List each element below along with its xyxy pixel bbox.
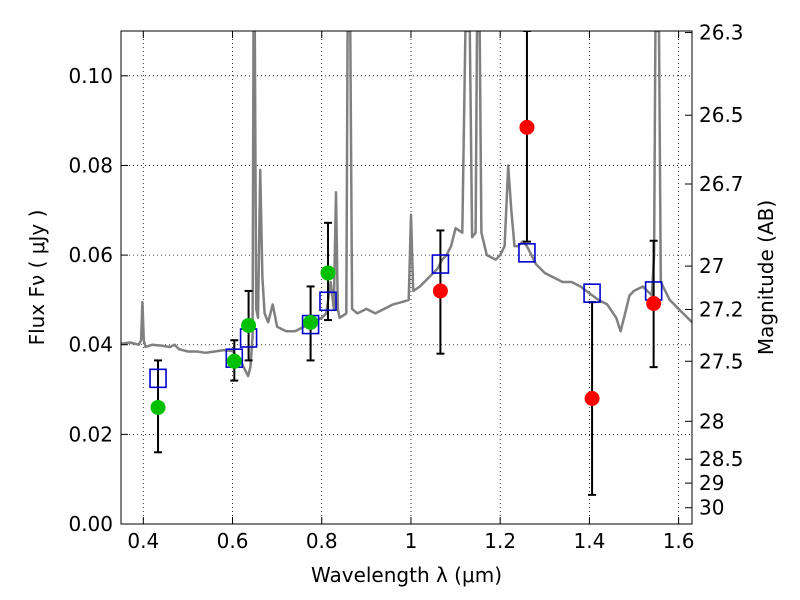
x-tick-label: 1.2 bbox=[484, 529, 516, 553]
right-tick-label: 27 bbox=[699, 254, 724, 278]
square-marker bbox=[319, 291, 337, 312]
circle-marker bbox=[241, 317, 257, 333]
right-tick-label: 29 bbox=[699, 471, 724, 495]
x-tick-label: 1 bbox=[405, 529, 418, 553]
plot-frame bbox=[120, 30, 693, 525]
y-tick-label: 0.00 bbox=[68, 512, 113, 536]
square-marker bbox=[583, 283, 601, 303]
circle-marker bbox=[432, 283, 448, 299]
right-tick-label: 26.7 bbox=[699, 172, 744, 196]
right-tick-label: 26.3 bbox=[699, 21, 744, 45]
right-axis-label: Magnitude (AB) bbox=[754, 200, 778, 355]
y-tick-label: 0.04 bbox=[68, 333, 113, 357]
model-spectrum bbox=[121, 31, 692, 378]
right-tick-label: 27.5 bbox=[699, 349, 744, 373]
x-tick-label: 0.4 bbox=[127, 529, 159, 553]
right-tick-label: 28 bbox=[699, 409, 724, 433]
y-axis-label: Flux Fν ( μJy ) bbox=[25, 210, 49, 346]
x-tick-label: 1.4 bbox=[573, 529, 605, 553]
error-bars bbox=[154, 31, 658, 496]
right-tick-label: 28.5 bbox=[699, 447, 744, 471]
circle-marker bbox=[584, 391, 600, 407]
x-tick-labels: 0.4 0.6 0.8 1 1.2 1.4 1.6 bbox=[127, 529, 694, 553]
right-tick-label: 26.5 bbox=[699, 103, 744, 127]
y-tick-labels: 0.00 0.02 0.04 0.06 0.08 0.10 bbox=[68, 64, 113, 536]
tick-marks bbox=[121, 31, 692, 525]
y-tick-label: 0.08 bbox=[68, 153, 113, 177]
circle-marker bbox=[303, 314, 319, 330]
right-tick-label: 27.2 bbox=[699, 297, 744, 321]
data-markers bbox=[149, 119, 663, 415]
circle-marker bbox=[150, 399, 166, 415]
grid-lines bbox=[121, 31, 692, 525]
square-marker bbox=[431, 254, 450, 274]
circle-marker bbox=[226, 353, 242, 369]
square-marker bbox=[518, 243, 536, 263]
x-axis-label: Wavelength λ (μm) bbox=[311, 563, 502, 587]
circle-marker bbox=[320, 265, 336, 281]
y-tick-label: 0.10 bbox=[68, 64, 113, 88]
spectrum-line bbox=[121, 31, 692, 378]
x-tick-label: 1.6 bbox=[663, 529, 695, 553]
circle-marker bbox=[519, 119, 535, 135]
y-tick-label: 0.02 bbox=[68, 422, 113, 446]
x-tick-label: 0.6 bbox=[217, 529, 249, 553]
circle-marker bbox=[646, 295, 662, 311]
y-tick-label: 0.06 bbox=[68, 243, 113, 267]
right-tick-label: 30 bbox=[699, 496, 724, 520]
x-tick-label: 0.8 bbox=[306, 529, 338, 553]
square-marker bbox=[149, 368, 167, 389]
